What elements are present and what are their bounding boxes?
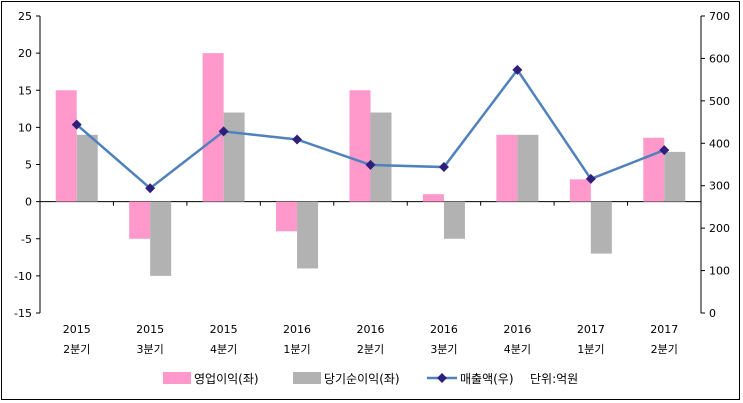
revenue-marker <box>585 173 596 184</box>
category-year-label: 2015 <box>136 323 164 336</box>
legend-label-revenue: 매출액(우) <box>460 372 514 386</box>
unit-note: 단위:억원 <box>530 372 578 386</box>
net-income-bar <box>664 151 686 202</box>
revenue-marker <box>71 119 82 130</box>
right-tick-label: 400 <box>709 137 730 150</box>
right-tick-label: 500 <box>709 95 730 108</box>
revenue-marker <box>145 183 156 194</box>
right-tick-label: 0 <box>709 307 716 320</box>
category-quarter-label: 2분기 <box>63 343 90 356</box>
category-year-label: 2016 <box>357 323 385 336</box>
left-tick-label: 0 <box>25 196 32 209</box>
left-tick-label: -15 <box>14 307 32 320</box>
left-tick-label: 20 <box>18 47 32 60</box>
left-tick-label: -10 <box>14 270 32 283</box>
operating-profit-bar <box>349 90 371 202</box>
category-year-label: 2016 <box>503 323 531 336</box>
left-tick-label: 10 <box>18 121 32 134</box>
operating-profit-bar <box>496 134 518 202</box>
legend-swatch-operating-profit <box>163 372 191 384</box>
left-tick-label: 25 <box>18 10 32 23</box>
right-tick-label: 300 <box>709 180 730 193</box>
net-income-bar <box>223 112 245 202</box>
category-quarter-label: 4분기 <box>210 343 237 356</box>
category-quarter-label: 1분기 <box>577 343 604 356</box>
category-quarter-label: 2분기 <box>651 343 678 356</box>
left-tick-label: -5 <box>21 233 32 246</box>
bars <box>55 53 686 276</box>
category-year-label: 2016 <box>283 323 311 336</box>
revenue-marker <box>292 134 303 145</box>
axes: -15 -10 -5 0 5 10 15 20 25 0 100 200 300 400 500 600 700 <box>14 10 730 320</box>
category-year-label: 2015 <box>63 323 91 336</box>
left-tick-label: 15 <box>18 84 32 97</box>
revenue-marker <box>659 145 670 156</box>
operating-profit-bar <box>643 137 665 202</box>
legend: 영업이익(좌) 당기순이익(좌) 매출액(우) 단위:억원 <box>163 372 578 386</box>
legend-swatch-revenue-marker <box>437 373 447 383</box>
left-tick-label: 5 <box>25 159 32 172</box>
net-income-bar <box>76 134 98 202</box>
revenue-marker <box>438 162 449 173</box>
net-income-bar <box>517 134 539 202</box>
operating-profit-bar <box>422 194 444 202</box>
revenue-marker <box>512 64 523 75</box>
net-income-bar <box>590 201 612 254</box>
revenue-marker <box>218 126 229 137</box>
revenue-marker <box>365 159 376 170</box>
operating-profit-bar <box>569 179 591 202</box>
right-tick-label: 600 <box>709 52 730 65</box>
category-year-label: 2016 <box>430 323 458 336</box>
net-income-bar <box>443 201 465 239</box>
legend-swatch-net-income <box>293 372 321 384</box>
operating-profit-bar <box>129 201 151 239</box>
line-series <box>71 64 670 194</box>
right-tick-label: 200 <box>709 222 730 235</box>
category-quarter-label: 3분기 <box>430 343 457 356</box>
operating-profit-bar <box>55 90 77 202</box>
category-quarter-label: 4분기 <box>504 343 531 356</box>
category-year-label: 2017 <box>577 323 605 336</box>
category-quarter-label: 3분기 <box>137 343 164 356</box>
right-tick-label: 100 <box>709 265 730 278</box>
net-income-bar <box>370 112 392 202</box>
operating-profit-bar <box>202 53 224 202</box>
legend-label-operating-profit: 영업이익(좌) <box>194 372 259 386</box>
category-year-label: 2017 <box>650 323 678 336</box>
operating-profit-bar <box>276 201 298 232</box>
category-year-label: 2015 <box>210 323 238 336</box>
net-income-bar <box>150 201 172 276</box>
category-quarter-label: 2분기 <box>357 343 384 356</box>
net-income-bar <box>297 201 319 269</box>
right-tick-label: 700 <box>709 10 730 23</box>
category-labels: 2015 2분기 2015 3분기 2015 4분기 2016 1분기 2016 2분기 2016 3… <box>63 323 679 356</box>
legend-label-net-income: 당기순이익(좌) <box>324 372 400 386</box>
category-quarter-label: 1분기 <box>283 343 310 356</box>
